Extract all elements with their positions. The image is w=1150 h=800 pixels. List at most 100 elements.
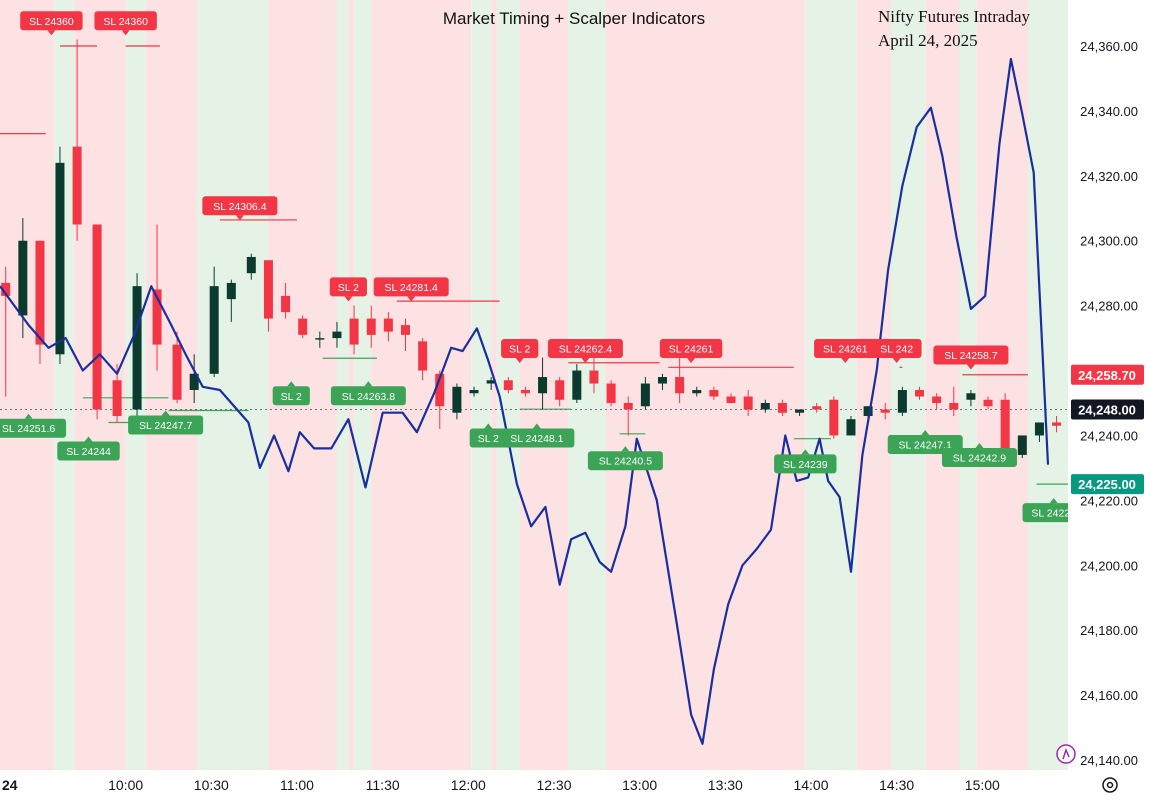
sl-label-text: SL 24360	[103, 16, 148, 28]
candle	[452, 383, 462, 420]
candle-body	[435, 373, 445, 407]
candle	[35, 240, 45, 365]
candle-body	[658, 377, 668, 384]
sl-label-box	[329, 277, 367, 297]
candle-body	[606, 383, 616, 403]
candle-body	[520, 390, 530, 394]
sl-label-buy: SL 2	[272, 381, 310, 406]
chart-title: Market Timing + Scalper Indicators	[443, 9, 705, 28]
x-tick-label: 14:30	[879, 777, 914, 793]
candle-body	[1052, 422, 1062, 426]
axis-price-label-text: 24,248.00	[1078, 402, 1136, 417]
sl-label-buy: SL 24242.9	[941, 442, 1017, 467]
candle	[315, 331, 325, 348]
candle	[1, 266, 11, 397]
x-tick-label: 13:00	[622, 777, 657, 793]
signal-region-buy	[805, 0, 857, 770]
sl-label-sell: SL 24261	[814, 339, 877, 364]
candle	[726, 393, 736, 403]
candle-body	[760, 403, 770, 410]
candle-body	[572, 370, 582, 400]
candle-body	[589, 370, 599, 384]
candle-body	[332, 331, 342, 339]
axis-price-label-box	[1071, 399, 1144, 420]
replay-icon[interactable]	[1056, 744, 1076, 764]
candle-body	[863, 406, 873, 416]
sl-label-text: SL 24251.6	[2, 423, 55, 435]
candle-body	[932, 396, 942, 403]
settings-icon[interactable]	[1102, 777, 1118, 793]
sl-label-box	[272, 386, 310, 406]
signal-region-buy	[471, 0, 492, 770]
sl-label-sell: SL 24360	[94, 11, 157, 36]
date-marker: 24	[2, 777, 18, 793]
x-tick-label: 15:00	[965, 777, 1000, 793]
candle	[281, 282, 291, 319]
sl-label-text: SL 24248.1	[510, 433, 563, 445]
signal-region-buy	[959, 0, 977, 770]
candle	[55, 146, 65, 365]
y-tick-label: 24,240.00	[1080, 428, 1138, 443]
sl-label-text: SL 242	[880, 344, 913, 356]
candle-body	[132, 286, 142, 410]
sl-label-box	[501, 339, 539, 359]
sl-label-box	[469, 428, 507, 448]
candle-body	[263, 260, 273, 319]
candle	[263, 260, 273, 332]
candle	[692, 386, 702, 397]
sl-label-text: SL 24261	[669, 344, 714, 356]
candle-body	[949, 403, 959, 410]
axis-price-label: 24,225.00	[1071, 474, 1144, 495]
candle	[760, 399, 770, 413]
y-tick-label: 24,220.00	[1080, 493, 1138, 508]
sl-label-sell: SL 2	[329, 277, 367, 302]
candle	[880, 403, 890, 420]
candle-body	[1, 282, 11, 296]
signal-region-buy	[890, 0, 926, 770]
candle-body	[846, 419, 856, 436]
y-tick-label: 24,360.00	[1080, 39, 1138, 54]
candle	[658, 373, 668, 391]
signal-region-buy	[336, 0, 349, 770]
candle-body	[709, 390, 719, 397]
signal-region-sell	[925, 0, 960, 770]
y-tick-label: 24,180.00	[1080, 623, 1138, 638]
candle-body	[983, 399, 993, 407]
y-tick-label: 24,160.00	[1080, 688, 1138, 703]
axis-price-label: 24,258.70	[1071, 364, 1144, 385]
sl-label-box	[20, 11, 83, 31]
candle-body	[92, 224, 102, 410]
candle-body	[189, 373, 199, 391]
candle-body	[152, 289, 162, 345]
sl-label-text: SL 2	[509, 344, 530, 356]
candle	[469, 386, 479, 397]
candle	[189, 354, 199, 403]
candle-body	[298, 318, 308, 335]
sl-label-box	[94, 11, 157, 31]
candle-body	[692, 390, 702, 394]
candle	[520, 386, 530, 397]
sl-label-text: SL 24240.5	[599, 456, 652, 468]
sl-label-buy: SL 24244	[57, 436, 120, 461]
candle-body	[226, 282, 236, 300]
candle	[555, 377, 565, 407]
sl-label-buy: SL 24251.6	[0, 413, 67, 438]
x-tick-label: 14:00	[793, 777, 828, 793]
axis-price-label-text: 24,258.70	[1078, 368, 1136, 383]
candle-body	[777, 403, 787, 413]
signal-region-sell	[268, 0, 337, 770]
candle-body	[812, 406, 822, 410]
candle-body	[469, 390, 479, 394]
sl-label-text: SL 24244	[66, 446, 111, 458]
candle-body	[315, 338, 325, 340]
candle-body	[623, 403, 633, 410]
x-tick-label: 11:00	[280, 777, 314, 793]
sl-label-sell: SL 242	[871, 339, 922, 364]
chart-date: April 24, 2025	[878, 31, 978, 50]
candle-body	[880, 409, 890, 413]
signal-region-buy	[54, 0, 75, 770]
candle	[983, 396, 993, 410]
y-tick-label: 24,320.00	[1080, 169, 1138, 184]
